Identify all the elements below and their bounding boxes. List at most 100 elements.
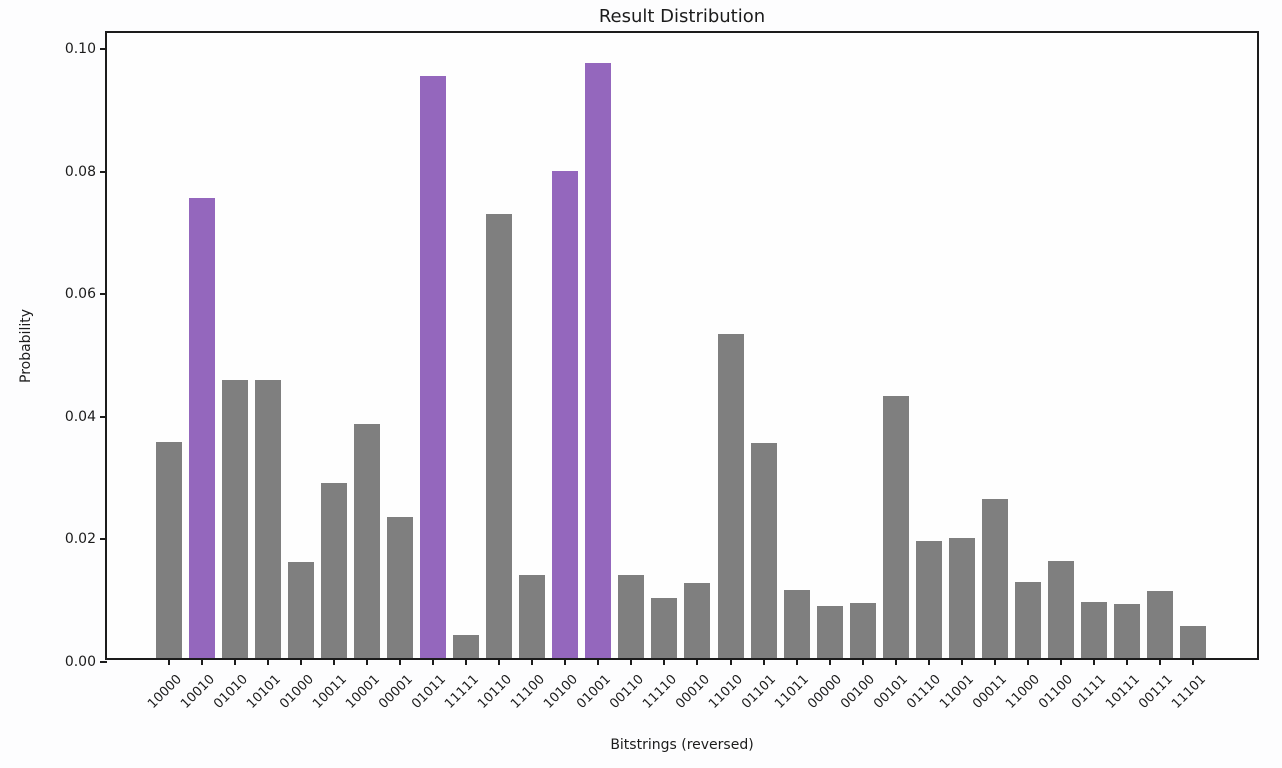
y-tick-label: 0.04 [64,408,96,425]
bar [816,605,843,658]
bar [255,380,282,658]
x-tick-label: 00000 [805,672,846,712]
x-tick-label: 11010 [706,672,747,712]
bar [222,380,249,658]
bar [1179,626,1206,658]
x-tick-mark [432,658,435,665]
x-tick-mark [1026,658,1029,665]
bar [387,517,414,658]
bar [486,213,513,658]
x-tick-mark [762,658,765,665]
x-tick-mark [564,658,567,665]
bar [1080,602,1107,658]
bar [354,424,381,658]
x-tick-label: 11001 [937,672,978,712]
x-tick-mark [597,658,600,665]
x-tick-label: 11100 [508,672,548,712]
x-tick-mark [531,658,534,665]
bar-highlighted [189,198,216,658]
x-tick-label: 10101 [243,672,284,712]
x-tick-label: 00001 [375,672,416,712]
x-tick-label: 00110 [607,672,648,712]
bar [684,582,711,658]
bar [618,574,645,658]
x-tick-label: 01011 [408,672,449,712]
x-tick-label: 10010 [177,672,218,712]
x-axis-label: Bitstrings (reversed) [610,737,754,753]
x-tick-label: 10110 [475,672,515,712]
x-tick-label: 01100 [1036,672,1077,712]
x-tick-mark [729,658,732,665]
y-tick-label: 0.06 [64,286,96,303]
x-tick-mark [795,658,798,665]
bar [948,538,975,658]
bar [1047,560,1074,658]
x-tick-mark [993,658,996,665]
x-tick-mark [960,658,963,665]
x-tick-label: 11011 [772,672,813,712]
bar [1146,590,1173,658]
x-tick-mark [663,658,666,665]
plot-area: 10000 10010 01010 10101 01000 10011 10001 00001… [65,31,1259,712]
bar [882,396,909,658]
bar [321,483,348,658]
x-tick-mark [1191,658,1194,665]
x-tick-label: 01110 [904,672,945,712]
x-tick-label: 01001 [574,672,614,712]
x-tick-mark [498,658,501,665]
bar [915,540,942,658]
x-tick-mark [1092,658,1095,665]
y-tick-label: 0.08 [64,163,96,180]
y-tick-mark [100,170,107,173]
x-tick-label: 11111 [442,672,482,712]
x-tick-label: 01010 [210,672,251,712]
x-tick-label: 00100 [838,672,879,712]
x-tick-label: 00010 [673,672,714,712]
x-tick-label: 10011 [309,672,350,712]
bar [651,597,678,658]
x-tick-mark [861,658,864,665]
bar-highlighted [585,62,612,658]
x-tick-label: 01111 [1069,672,1110,712]
bar [519,575,546,658]
bar [156,442,182,658]
bar [717,333,744,658]
y-tick-label: 0.02 [64,531,96,548]
x-tick-label: 11110 [640,672,681,712]
x-tick-label: 11000 [1003,672,1044,712]
x-tick-mark [696,658,699,665]
bar [1113,604,1140,658]
x-tick-label: 10111 [1102,672,1143,712]
x-tick-mark [465,658,468,665]
x-tick-label: 01000 [276,672,317,712]
x-tick-mark [300,658,303,665]
bar [1014,582,1041,658]
x-tick-mark [894,658,897,665]
bar [981,498,1008,658]
x-tick-label: 11101 [1168,672,1209,712]
x-tick-mark [1059,658,1062,665]
x-tick-mark [399,658,402,665]
y-tick-mark [100,293,107,296]
y-tick-mark [100,48,107,50]
x-tick-label: 10001 [342,672,383,712]
bar [288,562,315,658]
x-tick-mark [828,658,831,665]
y-tick-label: 0.00 [64,654,96,670]
x-tick-label: 10000 [144,672,185,712]
x-tick-mark [234,658,237,665]
bar-highlighted [552,170,579,658]
x-tick-mark [201,658,204,665]
y-axis-label: Probability [18,308,34,384]
x-tick-mark [927,658,930,665]
x-tick-mark [168,658,170,665]
x-tick-label: 01101 [739,672,780,712]
bar [849,602,876,658]
y-tick-label: 0.10 [64,41,96,57]
x-tick-label: 00011 [970,672,1011,712]
bar [453,634,480,658]
chart-title: Result Distribution [598,6,766,27]
bar [783,589,810,658]
bar [750,443,777,658]
